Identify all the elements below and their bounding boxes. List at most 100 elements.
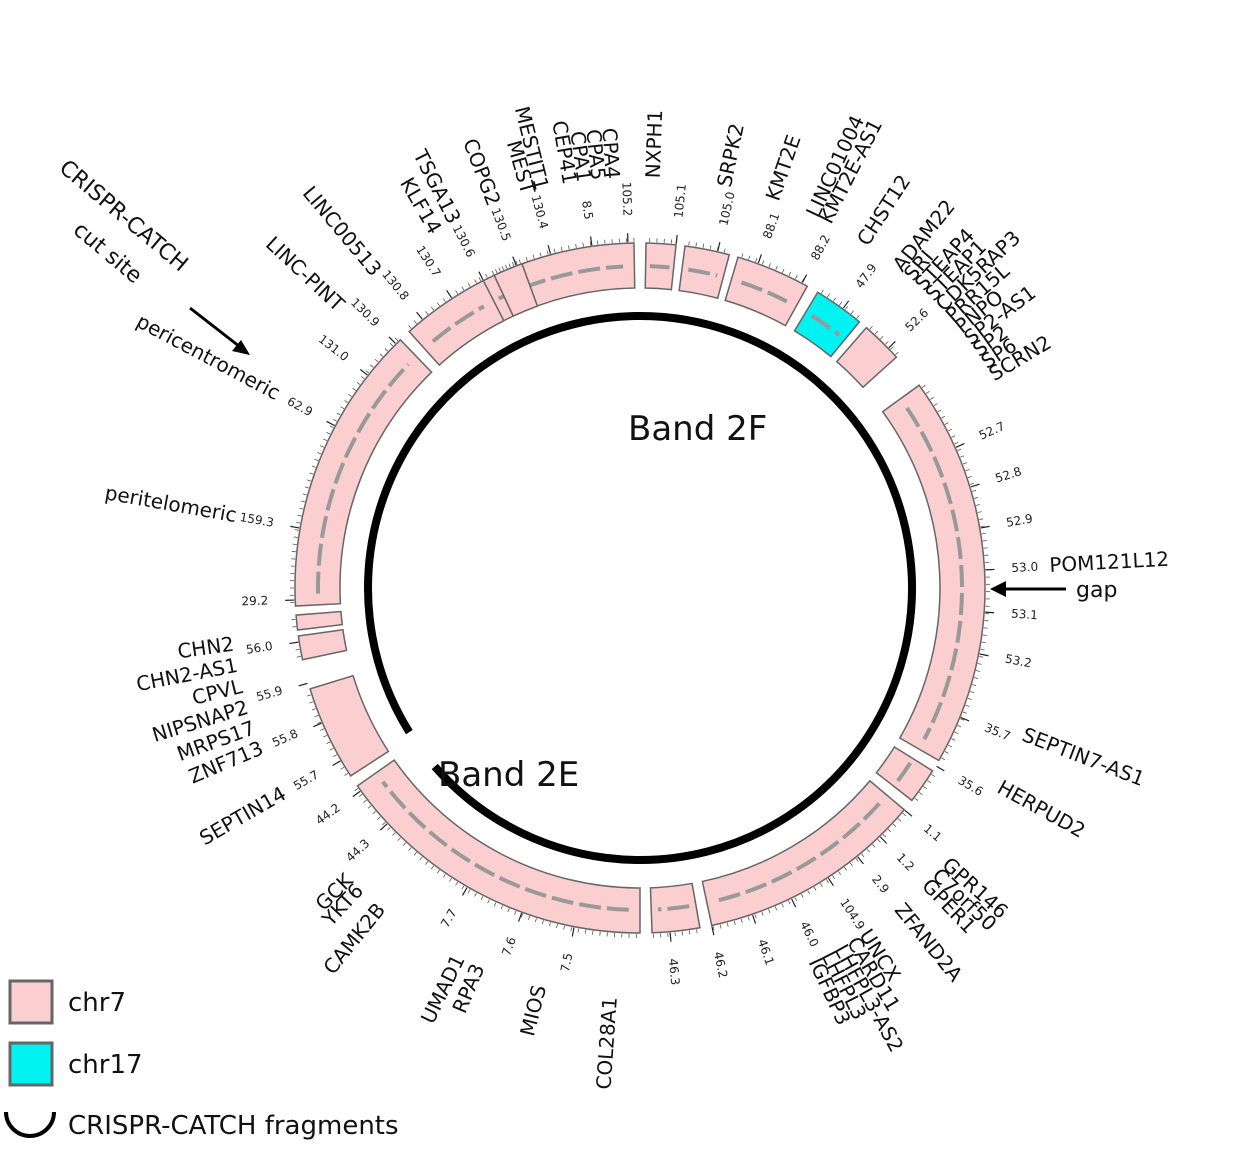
minor-tick <box>508 263 511 268</box>
minor-tick <box>485 273 488 278</box>
minor-tick <box>563 925 565 930</box>
minor-tick <box>733 920 736 925</box>
cut-site-arrowhead <box>232 340 250 355</box>
minor-tick <box>931 774 936 777</box>
genome-segment-chr7 <box>724 256 809 327</box>
gene-labels: POM121L12SEPTIN7-AS1HERPUD2GPR146C7orf50… <box>103 104 1170 1090</box>
tick-label: 46.0 <box>797 919 821 949</box>
minor-tick <box>941 757 946 761</box>
minor-tick <box>970 691 975 694</box>
genome-segment-chr7 <box>297 628 348 661</box>
major-tick <box>960 717 970 722</box>
major-tick <box>512 256 517 266</box>
minor-tick <box>761 260 765 265</box>
minor-tick <box>855 858 859 862</box>
minor-tick <box>882 834 887 838</box>
minor-tick <box>294 529 299 531</box>
minor-tick <box>980 525 985 528</box>
tick-label: 35.7 <box>982 720 1012 743</box>
minor-tick <box>866 848 870 853</box>
minor-tick <box>747 916 750 921</box>
minor-tick <box>965 704 970 707</box>
gap-label: gap <box>1076 578 1117 603</box>
major-tick <box>711 926 715 936</box>
major-tick <box>379 823 388 831</box>
major-tick <box>298 682 308 687</box>
tick-label: 1.2 <box>894 850 917 873</box>
minor-tick <box>887 828 892 833</box>
gene-track <box>740 280 788 304</box>
minor-tick <box>869 326 873 330</box>
legend-label-chr7: chr7 <box>68 988 126 1018</box>
legend-label-fragments: CRISPR-CATCH fragments <box>68 1111 399 1141</box>
tick-label: 8.5 <box>579 200 596 221</box>
minor-tick <box>311 465 316 468</box>
minor-tick <box>981 641 986 644</box>
minor-tick <box>293 536 298 538</box>
minor-tick <box>467 889 471 894</box>
minor-tick <box>740 918 743 923</box>
segment-ring <box>294 242 986 934</box>
major-tick <box>352 790 361 798</box>
tick-label: 131.0 <box>316 332 352 364</box>
major-tick <box>461 887 468 896</box>
minor-tick <box>918 792 923 796</box>
minor-tick <box>856 314 860 319</box>
minor-tick <box>363 799 367 803</box>
minor-tick <box>518 259 521 264</box>
minor-tick <box>782 268 785 273</box>
minor-tick <box>960 718 965 721</box>
minor-tick <box>389 342 394 347</box>
major-tick <box>888 340 896 349</box>
minor-tick <box>370 364 374 368</box>
minor-tick <box>954 731 959 735</box>
minor-tick <box>844 866 848 871</box>
genome-segment-chr7 <box>493 262 539 318</box>
minor-tick <box>768 909 771 914</box>
major-tick <box>589 236 593 246</box>
minor-tick <box>794 897 798 902</box>
minor-tick <box>461 885 465 890</box>
major-tick <box>985 611 995 614</box>
minor-tick <box>982 540 987 542</box>
minor-tick <box>333 419 337 422</box>
minor-tick <box>549 922 551 927</box>
minor-tick <box>568 245 570 250</box>
major-tick <box>359 368 368 376</box>
minor-tick <box>795 275 798 280</box>
tick-label: 53.1 <box>1011 606 1039 622</box>
major-tick <box>842 300 850 309</box>
minor-tick <box>408 847 412 851</box>
minor-tick <box>788 900 791 905</box>
minor-tick <box>845 306 849 310</box>
gene-track <box>810 314 841 337</box>
gene-track <box>649 264 670 270</box>
major-tick <box>446 289 453 299</box>
legend-swatch-fragment-arc <box>4 1111 56 1138</box>
minor-tick <box>527 915 531 920</box>
minor-tick <box>589 241 592 246</box>
gene-label: CPA5 <box>581 128 610 181</box>
gene-label: SRPK2 <box>712 121 749 189</box>
gene-label: COPG2 <box>458 135 505 209</box>
minor-tick <box>560 246 563 251</box>
gene-label: peritelomeric <box>103 480 238 527</box>
minor-tick <box>861 853 865 858</box>
minor-tick <box>317 721 322 724</box>
minor-tick <box>584 929 587 934</box>
minor-tick <box>367 805 372 809</box>
gene-label: NXPH1 <box>641 109 667 178</box>
minor-tick <box>495 269 498 274</box>
tick-label: 47.9 <box>853 261 880 291</box>
gene-track <box>905 406 964 741</box>
crispr-catch-fragment-arc <box>431 312 916 864</box>
genome-segment-chr7 <box>294 338 433 607</box>
tick-label: 130.8 <box>379 267 412 303</box>
minor-tick <box>402 842 407 846</box>
minor-tick <box>307 479 312 482</box>
minor-tick <box>890 346 894 350</box>
minor-tick <box>748 255 751 260</box>
minor-tick <box>394 337 399 342</box>
minor-tick <box>885 341 889 345</box>
minor-tick <box>948 744 953 748</box>
